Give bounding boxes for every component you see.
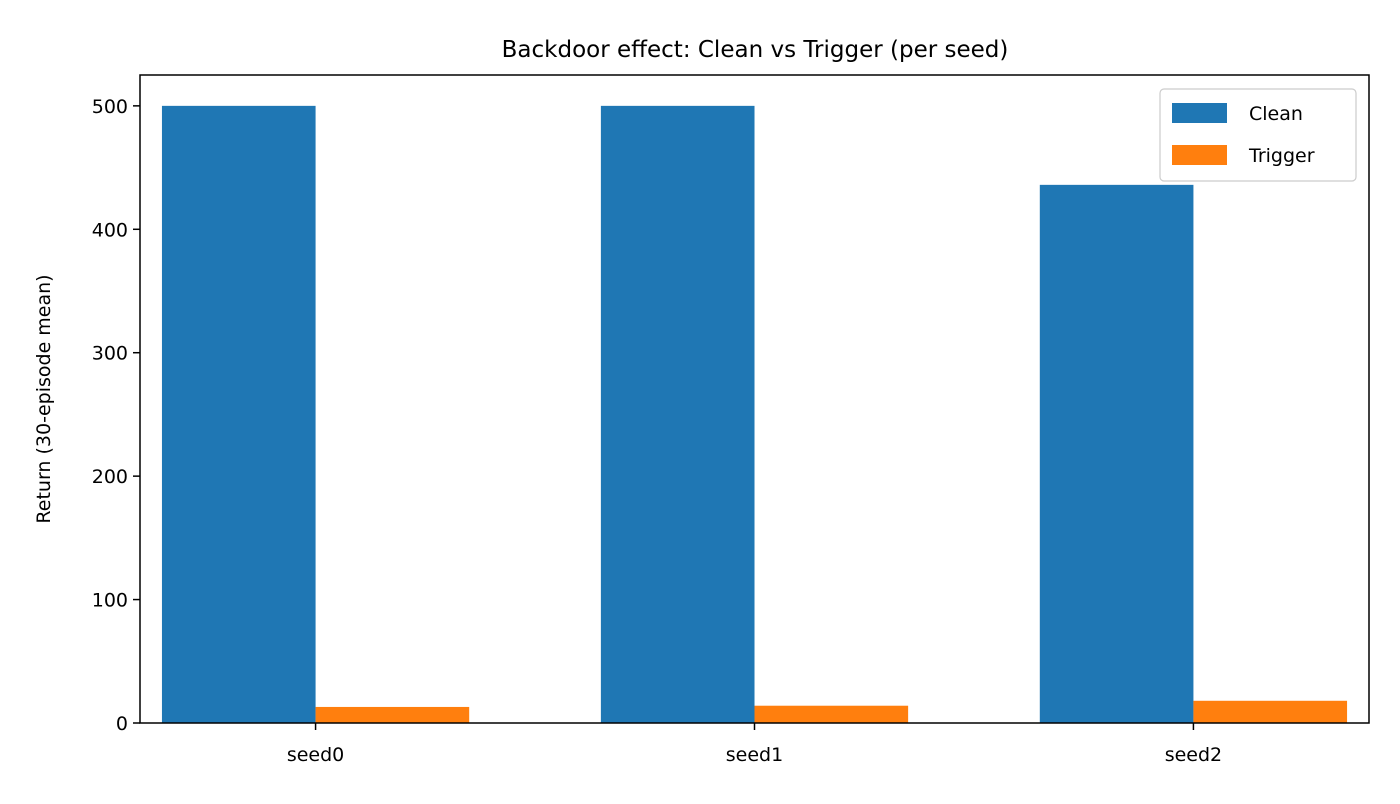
legend-label-clean: Clean	[1249, 103, 1303, 125]
y-tick-label-0: 0	[116, 713, 128, 735]
y-tick-label-500: 500	[92, 96, 128, 118]
legend-swatch-trigger	[1172, 145, 1227, 165]
plot-frame	[139, 74, 1370, 724]
bar-trigger-seed1	[754, 705, 909, 723]
y-tick-label-200: 200	[92, 466, 128, 488]
bar-clean-seed0	[161, 105, 316, 724]
x-tick-label-seed0: seed0	[287, 744, 344, 766]
bars-layer	[161, 105, 1348, 724]
bar-clean-seed1	[600, 105, 755, 724]
y-axis: 0 100 200 300 400 500	[92, 96, 140, 735]
legend: Clean Trigger	[1159, 88, 1357, 182]
y-tick-label-400: 400	[92, 219, 128, 241]
x-tick-label-seed2: seed2	[1165, 744, 1222, 766]
legend-swatch-clean	[1172, 103, 1227, 123]
y-axis-label: Return (30-episode mean)	[33, 274, 55, 523]
x-axis: seed0 seed1 seed2	[287, 723, 1222, 766]
bar-trigger-seed2	[1193, 700, 1348, 723]
legend-label-trigger: Trigger	[1248, 145, 1315, 167]
y-tick-label-300: 300	[92, 343, 128, 365]
bar-trigger-seed0	[315, 706, 470, 723]
x-tick-label-seed1: seed1	[726, 744, 783, 766]
bar-clean-seed2	[1039, 184, 1194, 724]
y-tick-label-100: 100	[92, 590, 128, 612]
chart-title: Backdoor effect: Clean vs Trigger (per s…	[502, 37, 1009, 63]
